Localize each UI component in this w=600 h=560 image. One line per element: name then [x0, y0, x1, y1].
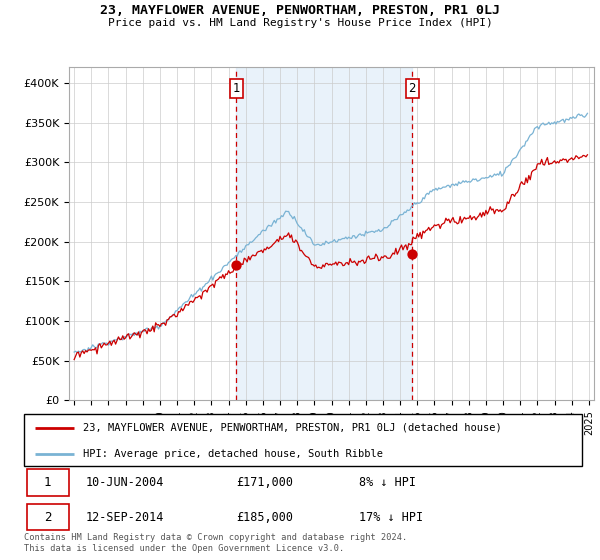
Text: Price paid vs. HM Land Registry's House Price Index (HPI): Price paid vs. HM Land Registry's House …	[107, 18, 493, 29]
Bar	[236, 67, 412, 400]
Text: 1: 1	[233, 82, 240, 95]
Text: £185,000: £185,000	[236, 511, 293, 524]
Text: 12-SEP-2014: 12-SEP-2014	[85, 511, 164, 524]
Text: This data is licensed under the Open Government Licence v3.0.: This data is licensed under the Open Gov…	[24, 544, 344, 553]
Text: 10-JUN-2004: 10-JUN-2004	[85, 476, 164, 489]
Text: 1: 1	[44, 476, 52, 489]
Text: £171,000: £171,000	[236, 476, 293, 489]
Text: 23, MAYFLOWER AVENUE, PENWORTHAM, PRESTON, PR1 0LJ (detached house): 23, MAYFLOWER AVENUE, PENWORTHAM, PRESTO…	[83, 423, 502, 433]
Text: 2: 2	[44, 511, 52, 524]
Point	[407, 249, 417, 258]
Bar	[27, 504, 68, 530]
Bar	[27, 469, 68, 496]
Text: 2: 2	[409, 82, 416, 95]
Text: Contains HM Land Registry data © Crown copyright and database right 2024.: Contains HM Land Registry data © Crown c…	[24, 533, 407, 542]
Text: 8% ↓ HPI: 8% ↓ HPI	[359, 476, 416, 489]
Text: 17% ↓ HPI: 17% ↓ HPI	[359, 511, 423, 524]
Text: 23, MAYFLOWER AVENUE, PENWORTHAM, PRESTON, PR1 0LJ: 23, MAYFLOWER AVENUE, PENWORTHAM, PRESTO…	[100, 4, 500, 17]
Text: HPI: Average price, detached house, South Ribble: HPI: Average price, detached house, Sout…	[83, 449, 383, 459]
Point	[232, 260, 241, 269]
